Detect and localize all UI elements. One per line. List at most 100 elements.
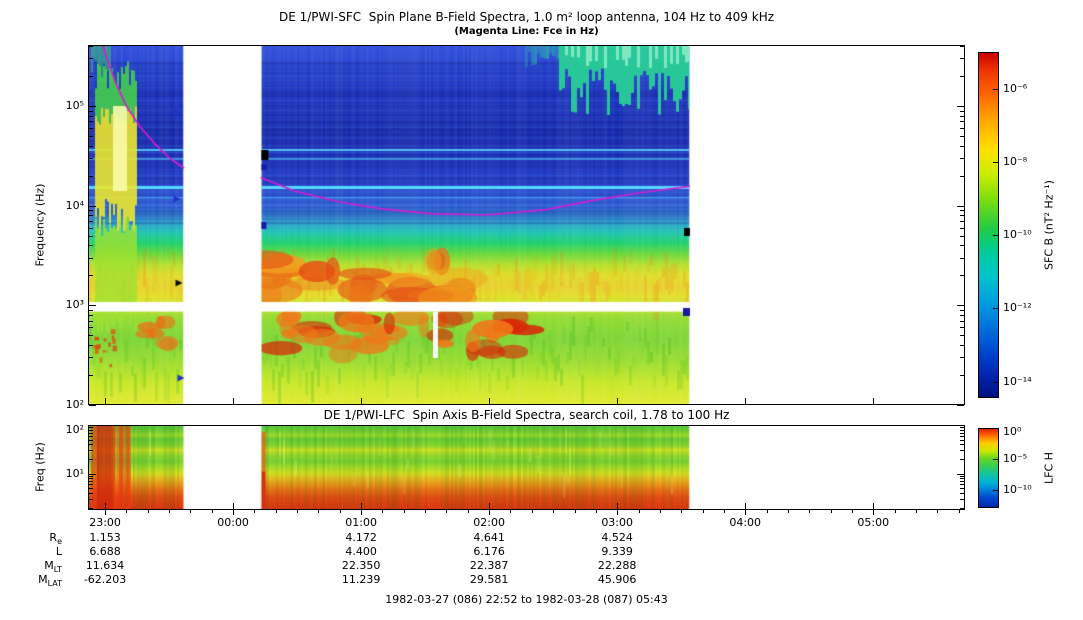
- sfc-ytick-minor: [960, 215, 964, 217]
- lfc-ytick-minor: [89, 458, 93, 460]
- lfc-ytick-minor: [89, 507, 93, 509]
- sfc-ytick-minor: [960, 235, 964, 237]
- lfc-ytick-minor: [960, 492, 964, 494]
- lfc-ytick-minor: [960, 439, 964, 441]
- time-tick: [873, 398, 875, 404]
- lfc-ytick-minor: [89, 429, 93, 431]
- time-tick-minor: [702, 510, 704, 513]
- lfc-ytick-minor: [960, 444, 964, 446]
- time-tick: [745, 503, 747, 509]
- time-tick-label: 01:00: [345, 516, 377, 529]
- sfc-ytick-minor: [89, 309, 93, 311]
- sfc-colorbar-tick: [993, 381, 999, 383]
- sfc-ytick-minor: [89, 257, 93, 259]
- time-tick: [617, 398, 619, 404]
- time-tick-minor: [147, 510, 149, 513]
- time-tick-minor: [403, 510, 405, 513]
- lfc-ytick-minor: [89, 444, 93, 446]
- sfc-ytick-minor: [89, 235, 93, 237]
- lfc-ytick-minor: [960, 458, 964, 460]
- time-tick: [745, 398, 747, 404]
- lfc-colorbar-tick-label: 10⁰: [1003, 425, 1022, 438]
- sfc-spectrogram-panel: [88, 45, 965, 405]
- time-tick: [233, 398, 235, 404]
- sfc-ytick-minor: [960, 175, 964, 177]
- sfc-ytick-minor: [960, 135, 964, 137]
- lfc-colorbar-tick: [993, 489, 999, 491]
- lfc-ytick-minor: [960, 478, 964, 480]
- sfc-ytick-minor: [960, 128, 964, 130]
- lfc-colorbar-tick: [993, 428, 999, 429]
- time-tick-minor: [275, 510, 277, 513]
- sfc-ytick-minor: [89, 75, 93, 77]
- sfc-spectrogram-canvas: [89, 46, 964, 404]
- time-tick-minor: [126, 510, 128, 513]
- eph-value: 11.634: [85, 559, 125, 572]
- time-tick-minor: [723, 510, 725, 513]
- sfc-colorbar-tick-label: 10⁻⁶: [1003, 81, 1028, 95]
- eph-row-label-main: M: [44, 559, 54, 572]
- sfc-ytick-minor: [960, 58, 964, 60]
- time-tick-minor: [766, 510, 768, 513]
- eph-value: 22.288: [597, 559, 637, 572]
- sfc-ytick-minor: [960, 145, 964, 147]
- time-tick-minor: [851, 510, 853, 513]
- time-tick-minor: [190, 510, 192, 513]
- sfc-ytick-minor: [89, 357, 93, 359]
- time-tick-minor: [937, 510, 939, 513]
- lfc-ytick-minor: [960, 429, 964, 431]
- sfc-ytick-minor: [89, 128, 93, 130]
- sfc-ytick-minor: [89, 115, 93, 117]
- eph-value: 29.581: [469, 573, 509, 586]
- eph-value: 6.176: [473, 545, 505, 558]
- sfc-ytick-minor: [960, 210, 964, 212]
- lfc-ytick-minor: [89, 450, 93, 452]
- time-tick-minor: [915, 510, 917, 513]
- time-tick-minor: [425, 510, 427, 513]
- time-tick-minor: [510, 510, 512, 513]
- eph-row-label: L: [16, 545, 62, 559]
- sfc-colorbar-tick-label: 10⁻⁸: [1003, 154, 1028, 168]
- time-tick-label: 02:00: [473, 516, 505, 529]
- time-tick: [489, 510, 491, 515]
- sfc-ytick-minor: [89, 45, 93, 47]
- sfc-ytick-minor: [89, 145, 93, 147]
- sfc-ytick-minor: [960, 275, 964, 277]
- lfc-colorbar-tick-label: 10⁻¹⁰: [1003, 482, 1032, 496]
- eph-value: 9.339: [601, 545, 633, 558]
- lfc-title: DE 1/PWI-LFC Spin Axis B-Field Spectra, …: [323, 408, 730, 422]
- lfc-ytick-minor: [89, 427, 93, 429]
- time-tick-minor: [809, 510, 811, 513]
- sfc-ytick-label: 10³: [65, 298, 84, 312]
- sfc-ytick-minor: [960, 344, 964, 346]
- sfc-ytick-minor: [89, 210, 93, 212]
- sfc-ytick-minor: [960, 245, 964, 247]
- eph-row-label-main: L: [55, 545, 62, 558]
- time-tick-label: 23:00: [89, 516, 121, 529]
- lfc-ytick-minor: [960, 450, 964, 452]
- eph-value: 45.906: [597, 573, 637, 586]
- sfc-ytick-minor: [89, 275, 93, 277]
- sfc-ytick-minor: [89, 374, 93, 376]
- time-tick: [489, 398, 491, 404]
- eph-value: 11.239: [341, 573, 381, 586]
- sfc-ytick-label: 10⁴: [65, 198, 84, 212]
- sfc-ytick-minor: [89, 58, 93, 60]
- sfc-colorbar-tick: [993, 235, 999, 237]
- lfc-ytick-minor: [960, 507, 964, 509]
- time-tick: [361, 510, 363, 515]
- time-tick: [233, 503, 235, 509]
- lfc-ytick-minor: [960, 498, 964, 500]
- time-range-footer: 1982-03-27 (086) 22:52 to 1982-03-28 (08…: [385, 593, 668, 606]
- lfc-ytick: [957, 473, 964, 475]
- lfc-colorbar: [978, 428, 999, 508]
- sfc-yaxis-label: Frequency (Hz): [33, 183, 47, 267]
- sfc-ytick-minor: [960, 227, 964, 229]
- sfc-ytick-minor: [960, 374, 964, 376]
- time-tick: [361, 503, 363, 509]
- sfc-ytick-minor: [89, 344, 93, 346]
- sfc-colorbar-tick: [993, 308, 999, 310]
- sfc-ytick: [89, 405, 96, 406]
- eph-row-label-main: M: [38, 573, 48, 586]
- sfc-ytick-minor: [960, 357, 964, 359]
